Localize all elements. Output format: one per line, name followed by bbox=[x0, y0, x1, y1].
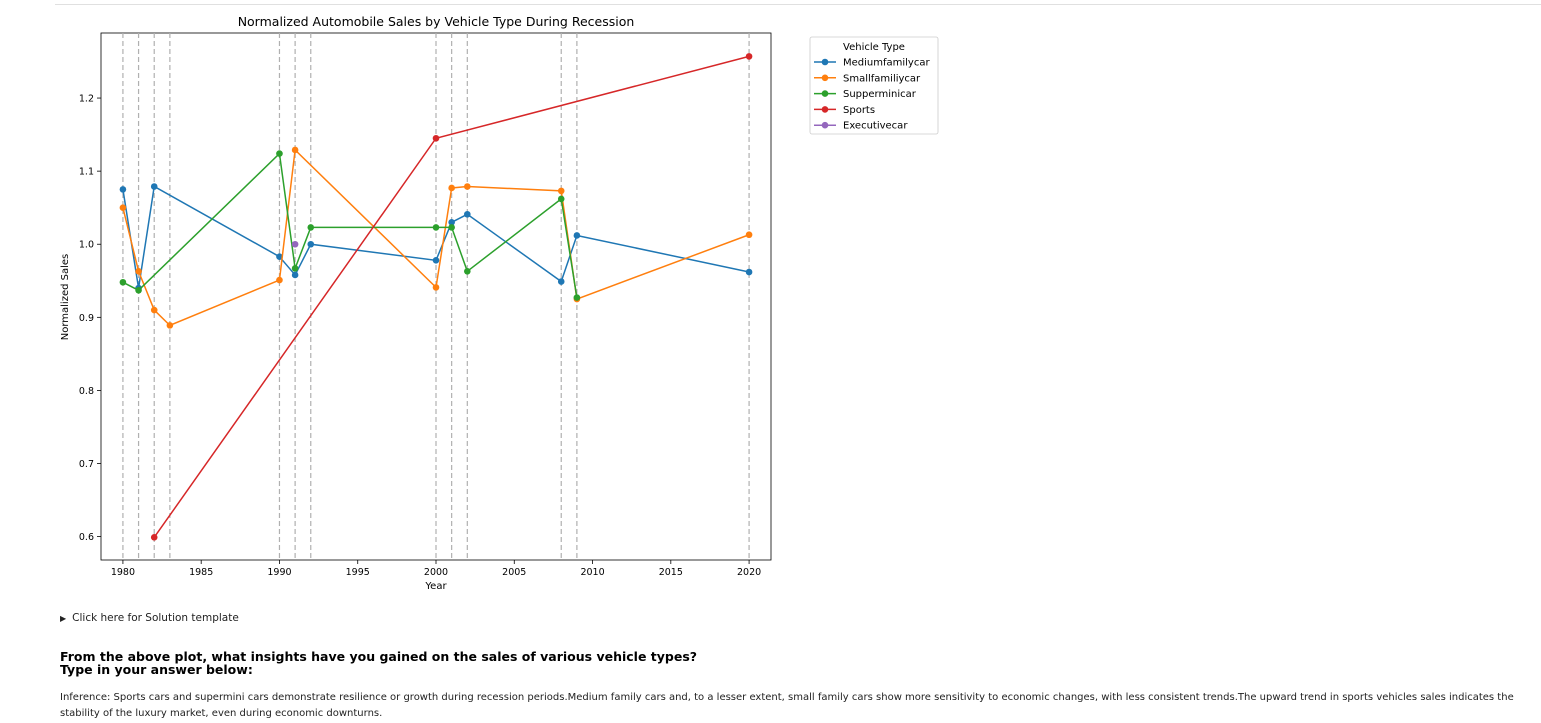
x-axis-label: Year bbox=[424, 581, 447, 592]
data-point-mediumfamilycar bbox=[307, 240, 315, 248]
data-point-mediumfamilycar bbox=[745, 268, 753, 276]
x-tick-label: 2000 bbox=[424, 567, 448, 578]
series-line-smallfamiliycar bbox=[122, 148, 750, 327]
x-tick-label: 2020 bbox=[737, 567, 761, 578]
series-line-mediumfamilycar bbox=[122, 185, 750, 289]
data-point-mediumfamilycar bbox=[119, 186, 127, 193]
data-point-smallfamiliycar bbox=[448, 184, 455, 192]
legend-box bbox=[809, 36, 939, 135]
y-tick-label: 1.2 bbox=[79, 94, 94, 105]
solution-template-toggle[interactable]: ▶ Click here for Solution template bbox=[60, 612, 239, 624]
data-point-mediumfamilycar bbox=[448, 219, 455, 226]
solution-template-label: Click here for Solution template bbox=[72, 612, 239, 624]
legend-marker-sports bbox=[821, 106, 829, 113]
data-point-supperminicar bbox=[276, 150, 283, 157]
x-tick-label: 1990 bbox=[267, 567, 291, 578]
x-tick-label: 1980 bbox=[111, 567, 135, 578]
legend-title: Vehicle Type bbox=[843, 42, 905, 53]
recession-lines bbox=[122, 33, 750, 560]
legend-marker-smallfamiliycar bbox=[821, 74, 829, 82]
data-point-mediumfamilycar bbox=[464, 210, 471, 218]
data-point-smallfamiliycar bbox=[135, 267, 142, 275]
x-tick-label: 1995 bbox=[346, 567, 370, 578]
legend-marker-supperminicar bbox=[821, 90, 829, 97]
series-mediumfamilycar bbox=[119, 183, 753, 292]
y-tick-label: 0.6 bbox=[79, 532, 94, 543]
legend-label-supperminicar: Supperminicar bbox=[843, 89, 917, 100]
data-point-smallfamiliycar bbox=[432, 284, 440, 291]
series-sports bbox=[150, 53, 753, 541]
chart-title: Normalized Automobile Sales by Vehicle T… bbox=[238, 14, 635, 29]
x-tick-label: 2015 bbox=[659, 567, 683, 578]
y-tick-label: 1.0 bbox=[79, 240, 94, 251]
data-point-mediumfamilycar bbox=[432, 257, 440, 264]
data-point-supperminicar bbox=[557, 195, 565, 203]
data-point-supperminicar bbox=[135, 286, 142, 294]
legend-label-smallfamiliycar: Smallfamiliycar bbox=[843, 73, 921, 84]
data-point-supperminicar bbox=[291, 265, 299, 272]
y-axis: 0.6 0.7 0.8 0.9 1.0 1.1 1.2 bbox=[79, 94, 101, 543]
y-tick-label: 0.9 bbox=[79, 313, 94, 324]
legend-marker-mediumfamilycar bbox=[821, 58, 829, 66]
data-point-sports bbox=[150, 534, 158, 541]
legend-label-sports: Sports bbox=[843, 105, 875, 116]
data-point-mediumfamilycar bbox=[276, 253, 283, 260]
data-point-smallfamiliycar bbox=[150, 306, 158, 314]
x-tick-label: 2010 bbox=[580, 567, 604, 578]
series-smallfamiliycar bbox=[119, 146, 753, 329]
data-point-supperminicar bbox=[448, 224, 455, 231]
data-point-mediumfamilycar bbox=[291, 271, 299, 279]
question-text: From the above plot, what insights have … bbox=[60, 649, 698, 664]
data-point-smallfamiliycar bbox=[745, 231, 753, 239]
y-axis-label: Normalized Sales bbox=[60, 254, 71, 341]
x-axis: 1980 1985 1990 1995 2000 2005 2010 2015 2020 bbox=[111, 560, 761, 578]
series-line-supperminicar bbox=[122, 152, 578, 298]
plot-area bbox=[100, 32, 772, 561]
data-point-mediumfamilycar bbox=[573, 232, 581, 239]
y-tick-label: 1.1 bbox=[79, 167, 94, 178]
data-point-smallfamiliycar bbox=[464, 183, 471, 190]
question-block: From the above plot, what insights have … bbox=[60, 650, 697, 676]
data-point-supperminicar bbox=[464, 267, 471, 275]
legend: Vehicle Type Mediumfamilycar Smallfamiliy… bbox=[809, 36, 939, 135]
series-supperminicar bbox=[119, 150, 581, 301]
data-point-mediumfamilycar bbox=[150, 183, 158, 190]
data-point-smallfamiliycar bbox=[166, 322, 174, 329]
question-instruction: Type in your answer below: bbox=[60, 662, 253, 677]
series-executivecar bbox=[291, 240, 299, 248]
x-tick-label: 1985 bbox=[189, 567, 213, 578]
cell-top-border bbox=[55, 0, 1541, 5]
legend-items: Mediumfamilycar Smallfamiliycar Suppermini… bbox=[814, 58, 930, 132]
answer-text: Inference: Sports cars and supermini car… bbox=[60, 692, 1514, 719]
data-point-smallfamiliycar bbox=[276, 276, 283, 284]
data-point-sports bbox=[745, 53, 753, 60]
y-tick-label: 0.7 bbox=[79, 459, 94, 470]
data-point-mediumfamilycar bbox=[557, 278, 565, 285]
data-point-smallfamiliycar bbox=[291, 146, 299, 154]
series-layer bbox=[119, 53, 753, 541]
data-point-supperminicar bbox=[432, 224, 440, 231]
legend-label-mediumfamilycar: Mediumfamilycar bbox=[843, 58, 930, 69]
line-chart: Normalized Automobile Sales by Vehicle T… bbox=[60, 14, 939, 592]
data-point-supperminicar bbox=[307, 224, 315, 231]
y-tick-label: 0.8 bbox=[79, 386, 94, 397]
data-point-sports bbox=[432, 134, 440, 142]
disclosure-triangle-icon: ▶ bbox=[60, 614, 67, 623]
data-point-smallfamiliycar bbox=[119, 204, 127, 211]
data-point-supperminicar bbox=[119, 278, 127, 286]
x-tick-label: 2005 bbox=[502, 567, 526, 578]
legend-marker-executivecar bbox=[821, 121, 829, 129]
data-point-supperminicar bbox=[573, 294, 581, 301]
data-point-executivecar bbox=[291, 240, 299, 248]
data-point-smallfamiliycar bbox=[557, 187, 565, 195]
legend-label-executivecar: Executivecar bbox=[843, 121, 908, 132]
